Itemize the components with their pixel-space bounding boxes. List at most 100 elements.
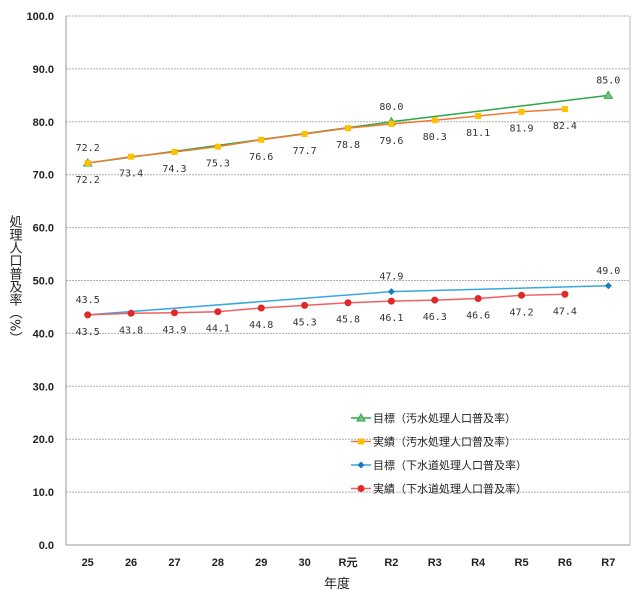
data-label: 85.0 [596, 75, 620, 86]
data-point-circle [344, 299, 352, 307]
x-tick-label: 25 [82, 557, 94, 569]
data-label: 72.2 [76, 143, 100, 154]
data-label: 82.4 [553, 121, 577, 132]
y-tick-label: 100.0 [26, 11, 54, 23]
data-point-circle [431, 296, 439, 304]
data-label: 46.1 [379, 313, 403, 324]
legend-label: 目標（下水道処理人口普及率） [373, 458, 527, 472]
data-point-circle [257, 304, 265, 312]
data-point-square [171, 148, 178, 155]
legend-label: 実績（下水道処理人口普及率） [373, 482, 527, 496]
data-point-triangle [603, 90, 614, 99]
data-label: 44.8 [249, 320, 273, 331]
data-point-square [388, 120, 395, 127]
data-label: 44.1 [206, 324, 230, 335]
y-tick-label: 80.0 [33, 117, 54, 129]
y-tick-label: 40.0 [33, 328, 54, 340]
data-label: 45.3 [293, 317, 317, 328]
data-label: 47.4 [553, 306, 577, 317]
data-point-circle [357, 485, 365, 492]
data-point-square [358, 438, 364, 445]
x-tick-labels: 25 26 27 28 29 30 R元 R2 R3 R4 R5 R6 R7 [82, 556, 616, 569]
data-label: 43.5 [76, 327, 100, 338]
x-tick-label: 27 [168, 557, 180, 569]
data-point-diamond [387, 288, 395, 296]
data-point-circle [561, 290, 569, 298]
legend-label: 実績（汚水処理人口普及率） [373, 435, 516, 449]
data-label: 45.8 [336, 315, 360, 326]
data-label: 78.8 [336, 140, 360, 151]
x-tick-label: R7 [601, 557, 615, 569]
data-point-diamond [357, 461, 365, 469]
data-point-square [301, 130, 308, 137]
data-point-circle [301, 301, 309, 309]
data-label: 43.5 [76, 295, 100, 306]
x-tick-label: R2 [384, 557, 398, 569]
data-point-square [345, 125, 351, 132]
series-group [82, 90, 614, 319]
data-label: 80.0 [379, 102, 403, 113]
legend: 目標（汚水処理人口普及率） 実績（汚水処理人口普及率） 目標（下水道処理人口普及率）… [351, 411, 527, 496]
data-label: 49.0 [596, 266, 620, 277]
y-tick-label: 90.0 [33, 64, 54, 76]
data-point-square [214, 143, 221, 150]
data-point-square [128, 153, 135, 160]
y-axis-title: 処理人口普及率（%） [7, 215, 23, 344]
x-tick-label: R3 [428, 557, 442, 569]
x-tick-label: 29 [255, 557, 267, 569]
x-axis-title: 年度 [324, 576, 350, 592]
y-tick-label: 0.0 [39, 540, 54, 552]
series-line [87, 293, 565, 316]
data-label: 74.3 [162, 164, 186, 175]
y-tick-label: 60.0 [33, 223, 54, 235]
x-tick-label: 28 [212, 557, 224, 569]
data-label: 79.6 [379, 136, 403, 147]
data-point-square [475, 112, 482, 119]
y-tick-label: 70.0 [33, 170, 54, 182]
y-tick-label: 10.0 [33, 487, 54, 499]
data-label: 46.6 [466, 310, 490, 321]
y-tick-labels: 0.0 10.0 20.0 30.0 40.0 50.0 60.0 70.0 80.0 90.0 1… [26, 11, 54, 552]
gridlines [65, 15, 631, 546]
data-point-square [258, 136, 265, 143]
data-label: 77.7 [293, 146, 317, 157]
data-point-triangle [356, 412, 366, 422]
x-tick-label: 30 [298, 557, 310, 569]
data-label: 80.3 [423, 132, 447, 143]
data-label: 81.1 [466, 128, 490, 139]
data-label: 75.3 [206, 159, 230, 170]
data-point-circle [474, 294, 482, 302]
data-label: 73.4 [119, 169, 143, 180]
data-label: 76.6 [249, 152, 273, 163]
data-label: 47.2 [509, 307, 533, 318]
data-point-square [84, 160, 91, 167]
data-point-square [518, 108, 525, 115]
data-point-circle [387, 297, 395, 305]
data-label: 47.9 [379, 272, 403, 283]
data-label: 43.9 [162, 325, 186, 336]
x-tick-label: R4 [471, 557, 486, 569]
data-labels: 72.2 80.0 85.0 72.2 73.4 74.3 75.3 76.6 77.7 78.8… [76, 75, 621, 338]
data-label: 72.2 [76, 175, 100, 186]
series-line [87, 108, 565, 164]
data-point-square [561, 106, 568, 113]
x-tick-label: R5 [515, 557, 529, 569]
data-label: 81.9 [509, 124, 533, 135]
y-tick-label: 30.0 [33, 381, 54, 393]
data-label: 46.3 [423, 312, 447, 323]
data-point-circle [518, 291, 526, 299]
data-point-square [431, 117, 438, 124]
y-tick-label: 20.0 [33, 434, 54, 446]
data-point-circle [170, 309, 178, 317]
data-point-circle [127, 309, 135, 317]
data-point-circle [214, 308, 222, 316]
x-tick-label: 26 [125, 557, 137, 569]
x-tick-label: R元 [339, 556, 358, 569]
data-point-circle [84, 311, 92, 319]
y-tick-label: 50.0 [33, 276, 54, 288]
data-label: 43.8 [119, 325, 143, 336]
legend-label: 目標（汚水処理人口普及率） [373, 411, 516, 425]
x-tick-label: R6 [558, 557, 572, 569]
data-point-diamond [604, 282, 612, 290]
